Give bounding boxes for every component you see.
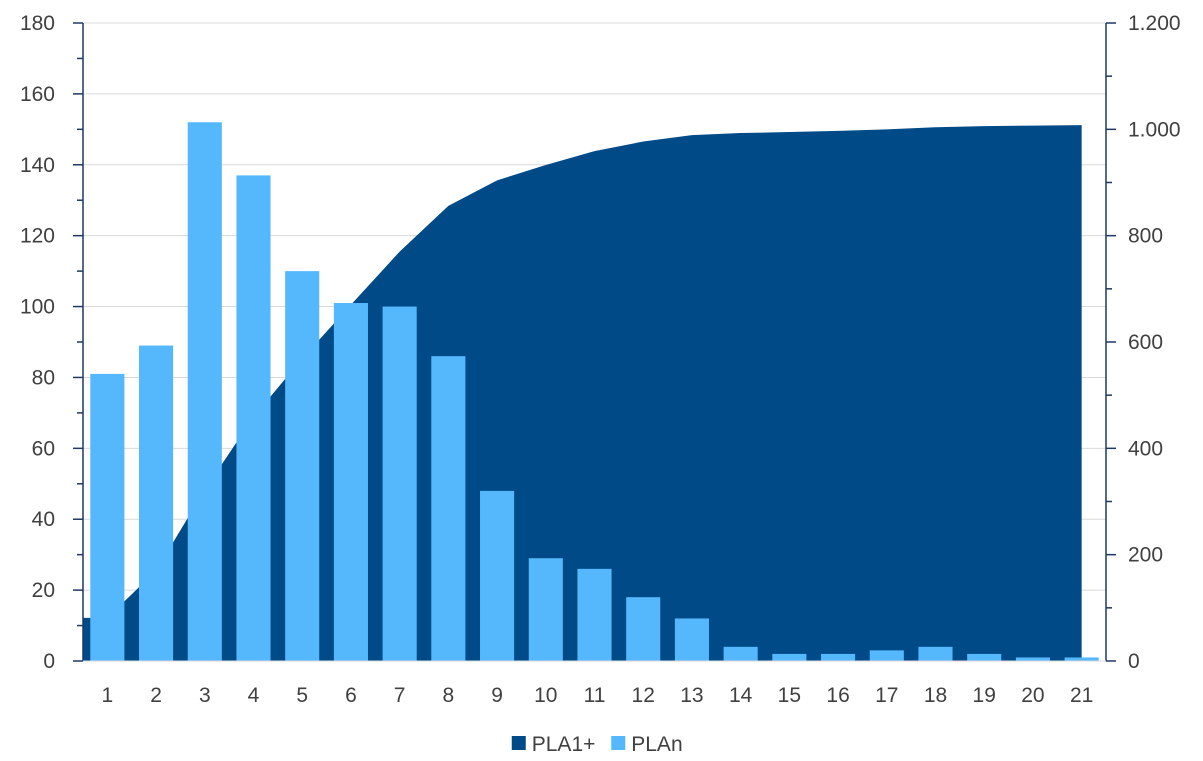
bar [528,558,563,661]
x-tick-label: 4 [248,684,260,707]
left-tick-label: 80 [32,366,55,389]
bar [674,618,709,661]
bar [90,373,125,661]
x-tick-label: 3 [199,684,211,707]
tick-labels: 02040608010012014016018002004006008001.0… [20,12,1181,707]
bar [1064,657,1099,661]
x-tick-label: 2 [150,684,162,707]
x-tick-label: 1 [102,684,114,707]
bar [333,303,368,661]
bar [382,306,417,661]
left-tick-label: 40 [32,508,55,531]
bar [821,653,856,661]
x-tick-label: 5 [296,684,308,707]
right-tick-label: 600 [1128,331,1163,354]
legend-swatch [511,736,526,750]
right-tick-label: 1.000 [1128,118,1181,141]
x-tick-label: 20 [1021,684,1044,707]
axes [73,22,1116,662]
right-tick-label: 200 [1128,544,1163,567]
legend: PLA1+ PLAn [511,733,683,756]
bar [187,122,222,661]
left-tick-label: 0 [43,650,55,673]
bar [772,653,807,661]
left-tick-label: 140 [20,154,55,177]
x-tick-label: 14 [729,684,753,707]
bar [869,650,904,661]
left-tick-label: 100 [20,296,55,319]
bar [1015,657,1050,661]
x-tick-label: 6 [345,684,357,707]
bar [285,271,320,661]
right-tick-label: 1.200 [1128,12,1181,35]
bar [480,490,515,661]
x-tick-label: 10 [534,684,557,707]
legend-swatch [611,736,626,750]
bar [967,653,1002,661]
area-series-pla1plus [83,125,1082,661]
x-tick-label: 9 [491,684,503,707]
left-tick-label: 20 [32,579,55,602]
x-tick-label: 19 [973,684,996,707]
legend-label: PLAn [631,733,682,756]
x-tick-label: 12 [632,684,655,707]
bar [723,646,758,661]
x-tick-label: 7 [394,684,406,707]
legend-label: PLA1+ [532,733,596,756]
x-tick-label: 18 [924,684,947,707]
left-tick-label: 160 [20,83,55,106]
x-tick-label: 21 [1070,684,1093,707]
bar [626,597,661,661]
bar [236,175,271,661]
left-tick-label: 180 [20,12,55,35]
bar [431,356,466,661]
right-tick-label: 800 [1128,225,1163,248]
x-tick-label: 8 [443,684,455,707]
left-tick-label: 60 [32,437,55,460]
x-tick-label: 17 [875,684,898,707]
x-tick-label: 15 [778,684,801,707]
right-tick-label: 0 [1128,650,1140,673]
bar [577,568,612,661]
x-tick-label: 16 [826,684,849,707]
left-tick-label: 120 [20,225,55,248]
x-tick-label: 13 [680,684,703,707]
bar [139,345,174,661]
right-tick-label: 400 [1128,437,1163,460]
bar [918,646,953,661]
x-tick-label: 11 [584,684,606,707]
bar-series [90,122,1099,661]
area-series [83,125,1082,661]
